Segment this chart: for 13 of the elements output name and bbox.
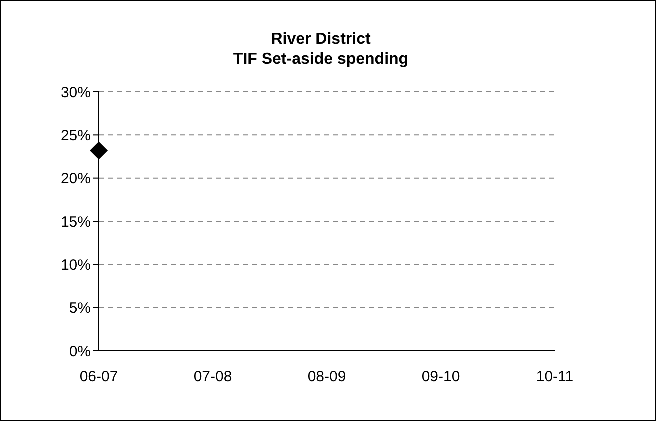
y-tick-label: 10% [60,256,91,274]
x-tick-label: 08-09 [308,368,346,386]
y-tick-label: 5% [69,300,91,318]
y-tick-label: 20% [60,170,91,188]
x-tick-label: 07-08 [194,368,232,386]
y-tick-label: 0% [69,343,91,360]
y-tick-label: 15% [60,214,91,231]
x-tick-label: 10-11 [536,368,574,386]
x-tick-label: 06-07 [80,368,118,386]
y-tick-label: 25% [60,127,91,144]
chart-title: River District TIF Set-aside spending [232,30,410,70]
y-tick-label: 30% [60,84,91,102]
x-tick-label: 09-10 [422,368,460,386]
